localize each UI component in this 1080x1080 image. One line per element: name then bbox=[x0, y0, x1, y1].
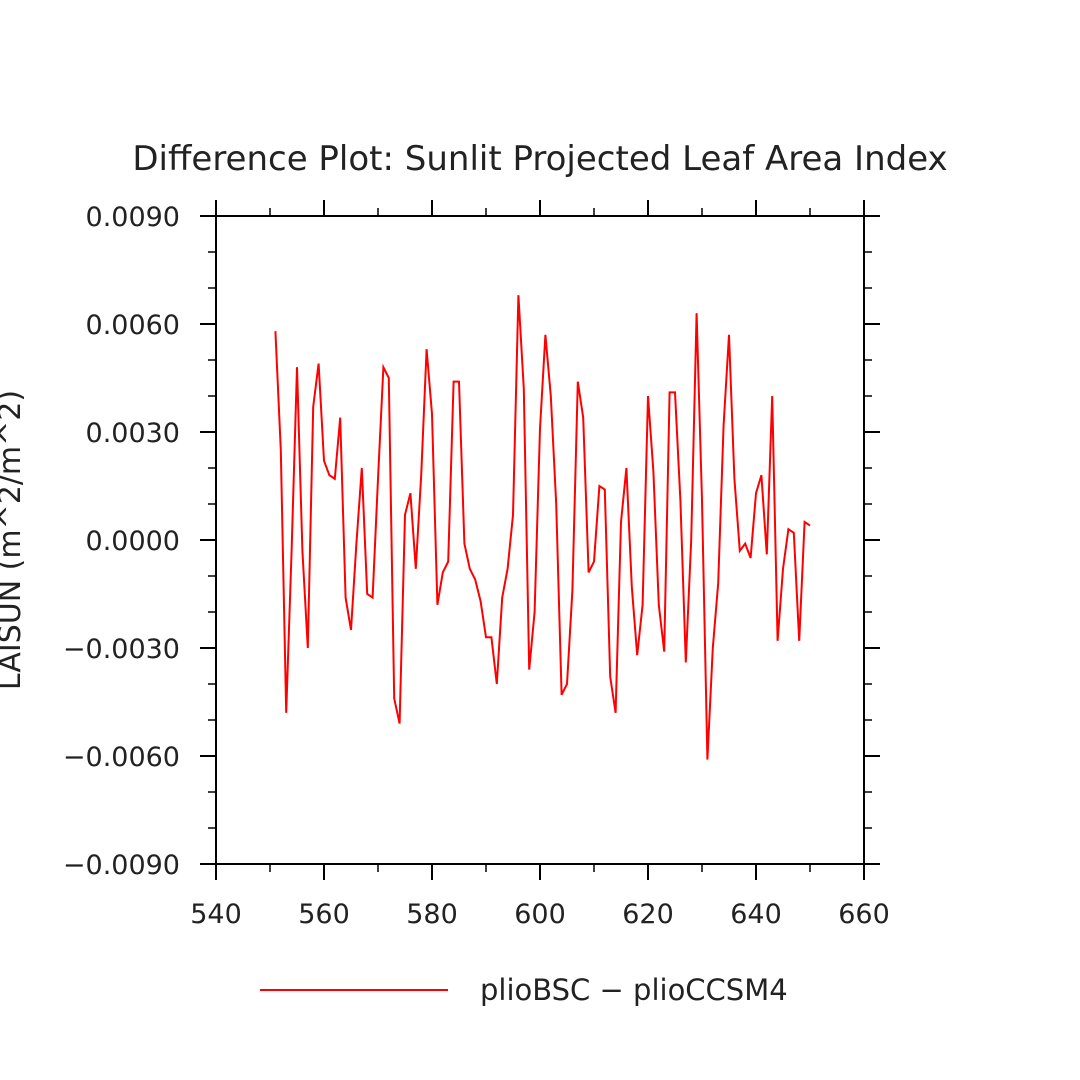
axes: 540 560 580 600 620 640 660 −0.0090 −0.0060 −0.00… bbox=[63, 200, 890, 930]
plot-area bbox=[274, 295, 811, 760]
x-tick-label: 560 bbox=[298, 899, 350, 930]
x-tick-label: 540 bbox=[190, 899, 242, 930]
legend-label-0: plioBSC − plioCCSM4 bbox=[480, 973, 788, 1007]
y-tick-label: 0.0000 bbox=[86, 526, 180, 557]
x-tick-label: 660 bbox=[838, 899, 890, 930]
x-tick-label: 600 bbox=[514, 899, 566, 930]
y-tick-label: −0.0030 bbox=[63, 634, 180, 665]
y-tick-label: 0.0060 bbox=[86, 310, 180, 341]
y-tick-label: −0.0090 bbox=[63, 850, 180, 881]
x-tick-label: 620 bbox=[622, 899, 674, 930]
x-tick-label: 640 bbox=[730, 899, 782, 930]
y-axis-label: LAISUN (m^2/m^2) bbox=[0, 390, 28, 690]
y-tick-label: −0.0060 bbox=[63, 742, 180, 773]
y-tick-label: 0.0030 bbox=[86, 418, 180, 449]
y-tick-label: 0.0090 bbox=[86, 202, 180, 233]
chart-title: Difference Plot: Sunlit Projected Leaf A… bbox=[132, 139, 947, 179]
x-tick-label: 580 bbox=[406, 899, 458, 930]
series-line-0 bbox=[274, 295, 811, 760]
legend: plioBSC − plioCCSM4 bbox=[260, 973, 788, 1007]
